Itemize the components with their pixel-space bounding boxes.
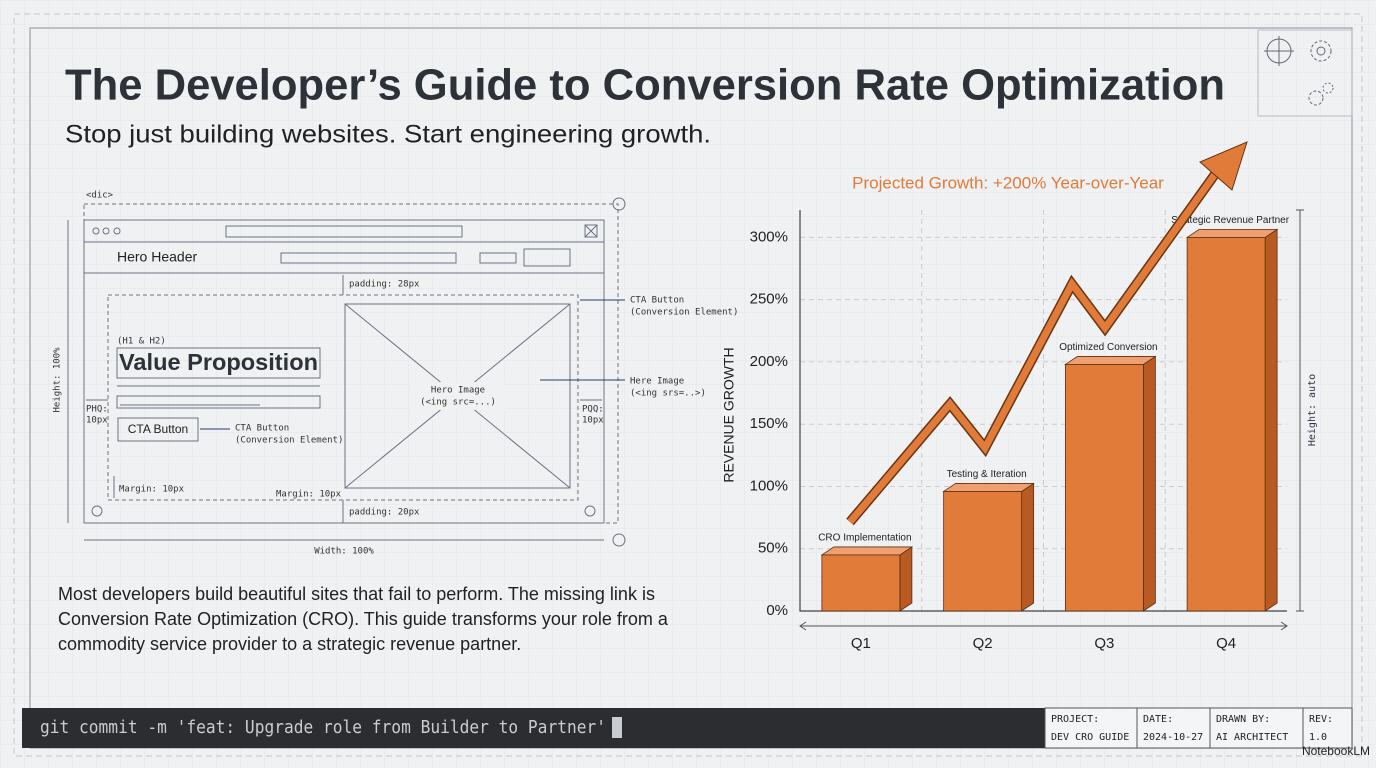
body-box: Most developers build beautiful sites th… xyxy=(58,584,668,654)
cursor xyxy=(612,717,622,738)
wf-label: padding: 20px xyxy=(349,508,420,518)
title-block-cell xyxy=(1302,707,1353,749)
x-tick-label: Q2 xyxy=(973,635,993,652)
title-block-value: AI ARCHITECT xyxy=(1216,732,1288,743)
top-icons xyxy=(1257,29,1353,117)
title-block-value: 1.0 xyxy=(1309,732,1327,743)
bar-top xyxy=(1064,356,1157,365)
bar-annotation: CRO Implementation xyxy=(818,533,911,544)
wf-label: padding: 28px xyxy=(349,280,420,290)
title-block-label: PROJECT: xyxy=(1051,714,1099,725)
y-tick-label: 200% xyxy=(750,353,788,370)
title-block-label: DRAWN BY: xyxy=(1216,714,1270,725)
bar-side xyxy=(1142,355,1156,612)
bar-annotation: Testing & Iteration xyxy=(947,469,1027,480)
body-text: Most developers build beautiful sites th… xyxy=(58,584,668,654)
wf-label: CTA Button xyxy=(235,424,289,434)
side-note: Height: auto xyxy=(1307,374,1318,446)
growth-arrow-head xyxy=(1199,141,1248,191)
wf-label: Margin: 10px xyxy=(119,485,185,495)
y-tick-label: 300% xyxy=(750,228,788,245)
wf-label: PHQ: xyxy=(86,405,108,415)
wf-label: (<ing srs=..>) xyxy=(630,389,706,399)
x-tick-label: Q1 xyxy=(851,635,871,652)
bar xyxy=(943,491,1023,612)
bar-top xyxy=(942,483,1035,492)
y-tick-label: 0% xyxy=(766,602,788,619)
terminal xyxy=(22,708,1045,748)
wf-label: 10px xyxy=(86,416,108,426)
wf-label: (H1 & H2) xyxy=(117,337,166,347)
y-axis-label: REVENUE GROWTH xyxy=(721,347,737,482)
bar-annotation: Strategic Revenue Partner xyxy=(1171,215,1290,226)
title-block-cell xyxy=(1044,707,1138,749)
wf-label: (<ing src=...) xyxy=(420,398,496,408)
bar xyxy=(821,554,901,612)
title-block-value: DEV CRO GUIDE xyxy=(1051,732,1129,743)
chart-title: Projected Growth: +200% Year-over-Year xyxy=(852,173,1164,192)
wf-tag: <dic> xyxy=(86,191,114,201)
title-block-label: REV: xyxy=(1309,714,1333,725)
bar-top xyxy=(820,546,914,556)
wf-cta-button: CTA Button xyxy=(128,422,188,436)
x-tick-label: Q4 xyxy=(1216,635,1236,652)
outer-frame xyxy=(13,13,1363,757)
title-block-label: DATE: xyxy=(1143,714,1173,725)
wf-label: (Conversion Element) xyxy=(235,436,343,446)
title: The Developer’s Guide to Conversion Rate… xyxy=(65,61,1225,110)
x-tick-label: Q3 xyxy=(1094,635,1114,652)
title-block: PROJECT: DEV CRO GUIDE DATE: 2024-10-27 DRAW… xyxy=(1044,707,1353,749)
title-block-cell xyxy=(1136,707,1211,749)
wf-label: Margin: 10px xyxy=(276,490,342,500)
y-tick-label: 100% xyxy=(750,477,788,494)
y-tick-label: 150% xyxy=(750,415,788,432)
y-tick-label: 50% xyxy=(758,540,788,557)
wf-hero-header: Hero Header xyxy=(117,249,197,265)
bar xyxy=(1064,364,1144,612)
wf-label: 10px xyxy=(582,416,604,426)
wf-label: Height: 100% xyxy=(53,347,63,413)
terminal-command: git commit -m 'feat: Upgrade role from B… xyxy=(40,717,606,738)
x-dimension xyxy=(799,621,1288,631)
watermark: NotebookLM xyxy=(1302,744,1370,758)
wf-label: Here Image xyxy=(630,377,684,387)
title-block-value: 2024-10-27 xyxy=(1143,732,1203,743)
y-dimension xyxy=(1296,209,1304,612)
wf-label: Width: 100% xyxy=(314,547,374,557)
bar xyxy=(1186,236,1266,612)
y-tick-label: 250% xyxy=(750,291,788,308)
bar-annotation: Optimized Conversion xyxy=(1059,342,1157,353)
wf-label: (Conversion Element) xyxy=(630,308,738,318)
bar-side xyxy=(1264,228,1278,612)
wf-label: Hero Image xyxy=(431,386,485,396)
wf-value-prop: Value Proposition xyxy=(119,349,318,375)
subtitle: Stop just building websites. Start engin… xyxy=(65,121,711,149)
wf-label: PQQ: xyxy=(582,405,604,415)
wf-label: CTA Button xyxy=(630,296,684,306)
bar-side xyxy=(899,546,913,612)
growth-arrow xyxy=(847,167,1221,525)
chart: Projected Growth: +200% Year-over-Year RE… xyxy=(721,141,1318,652)
wireframe: <dic> Hero Header padding: 28px Hero Ima… xyxy=(53,191,739,557)
bar-top xyxy=(1185,228,1279,238)
bar-side xyxy=(1021,482,1035,612)
